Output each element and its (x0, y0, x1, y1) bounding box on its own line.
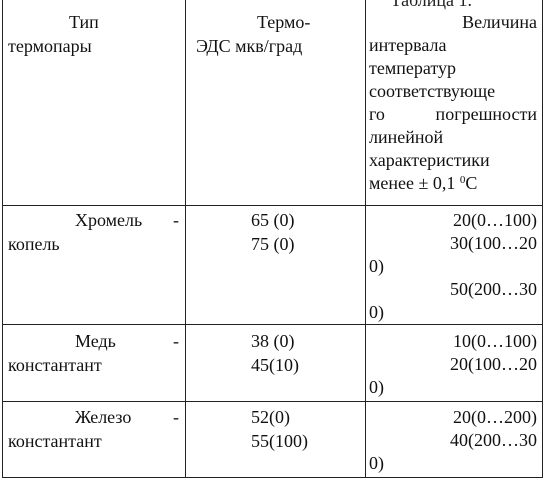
table-caption: Таблица 1. (390, 0, 472, 10)
row-1-emf-1: 65 (0) (251, 210, 295, 230)
row-2-type-word: Медь (75, 331, 116, 351)
row-3-type-word: Железо (75, 407, 132, 427)
row-2-range-cell: 10(0…100) 20(100…20 0) (369, 330, 537, 399)
header-range-line-2: интервала (369, 35, 447, 55)
header-range-degree: 0 (459, 174, 466, 186)
header-range-unit: С (465, 173, 478, 193)
row-2-range-1: 10(0…100) (453, 331, 537, 351)
header-range-line-3: температур (369, 58, 457, 78)
row-1-range-5: 0) (369, 302, 384, 322)
header-range-line-5: го погрешности (369, 104, 537, 124)
row-2-emf-1: 38 (0) (251, 331, 295, 351)
row-3-type-dash: - (173, 407, 179, 427)
row-2-emf-2: 45(10) (251, 355, 299, 375)
row-2-range-2: 20(100…20 (450, 354, 537, 374)
header-range-line-4: соответствующе (369, 81, 496, 101)
row-divider-2 (3, 401, 542, 402)
row-2-type-line-2: константант (8, 355, 102, 375)
row-1-range-4: 50(200…30 (450, 279, 537, 299)
row-3-type-line-2: константант (8, 431, 102, 451)
header-range-line-8: менее ± 0,1 0С (369, 172, 537, 195)
row-1-range-cell: 20(0…100) 30(100…20 0) 50(200…30 0) (369, 209, 537, 324)
row-3-range-1: 20(0…200) (453, 407, 537, 427)
row-3-range-3: 0) (369, 453, 384, 473)
column-divider-1 (185, 0, 186, 477)
header-range-prefix: менее ± 0,1 (369, 173, 460, 193)
header-type-line-1: Тип (69, 12, 99, 32)
header-type-line-2: термопары (8, 36, 92, 56)
header-emf-line-2: ЭДС мкв/град (196, 36, 303, 56)
row-1-type-dash: - (173, 210, 179, 230)
row-2-type-dash: - (173, 331, 179, 351)
header-range-line-1: Величина (462, 12, 537, 32)
header-emf-line-1: Термо- (257, 12, 311, 32)
row-divider-1 (3, 324, 542, 325)
header-row-divider (3, 205, 542, 206)
row-3-emf-1: 52(0) (251, 407, 290, 427)
row-1-range-1: 20(0…100) (453, 210, 537, 230)
row-2-range-3: 0) (369, 377, 384, 397)
row-3-emf-2: 55(100) (251, 431, 308, 451)
header-range-cell: Величина интервала температур соответств… (369, 11, 537, 195)
header-range-line-7: характеристики (369, 150, 490, 170)
row-1-type-word: Хромель (75, 210, 143, 230)
row-3-range-cell: 20(0…200) 40(200…30 0) (369, 406, 537, 475)
thermocouple-table: Тип термопары Термо- ЭДС мкв/град Величи… (2, 0, 543, 478)
row-1-range-2: 30(100…20 (450, 233, 537, 253)
row-1-emf-2: 75 (0) (251, 234, 295, 254)
header-range-line-6: линейной (369, 127, 444, 147)
row-1-type-line-2: копель (8, 234, 60, 254)
row-3-range-2: 40(200…30 (450, 430, 537, 450)
column-divider-2 (365, 0, 366, 477)
row-1-range-3: 0) (369, 256, 384, 276)
